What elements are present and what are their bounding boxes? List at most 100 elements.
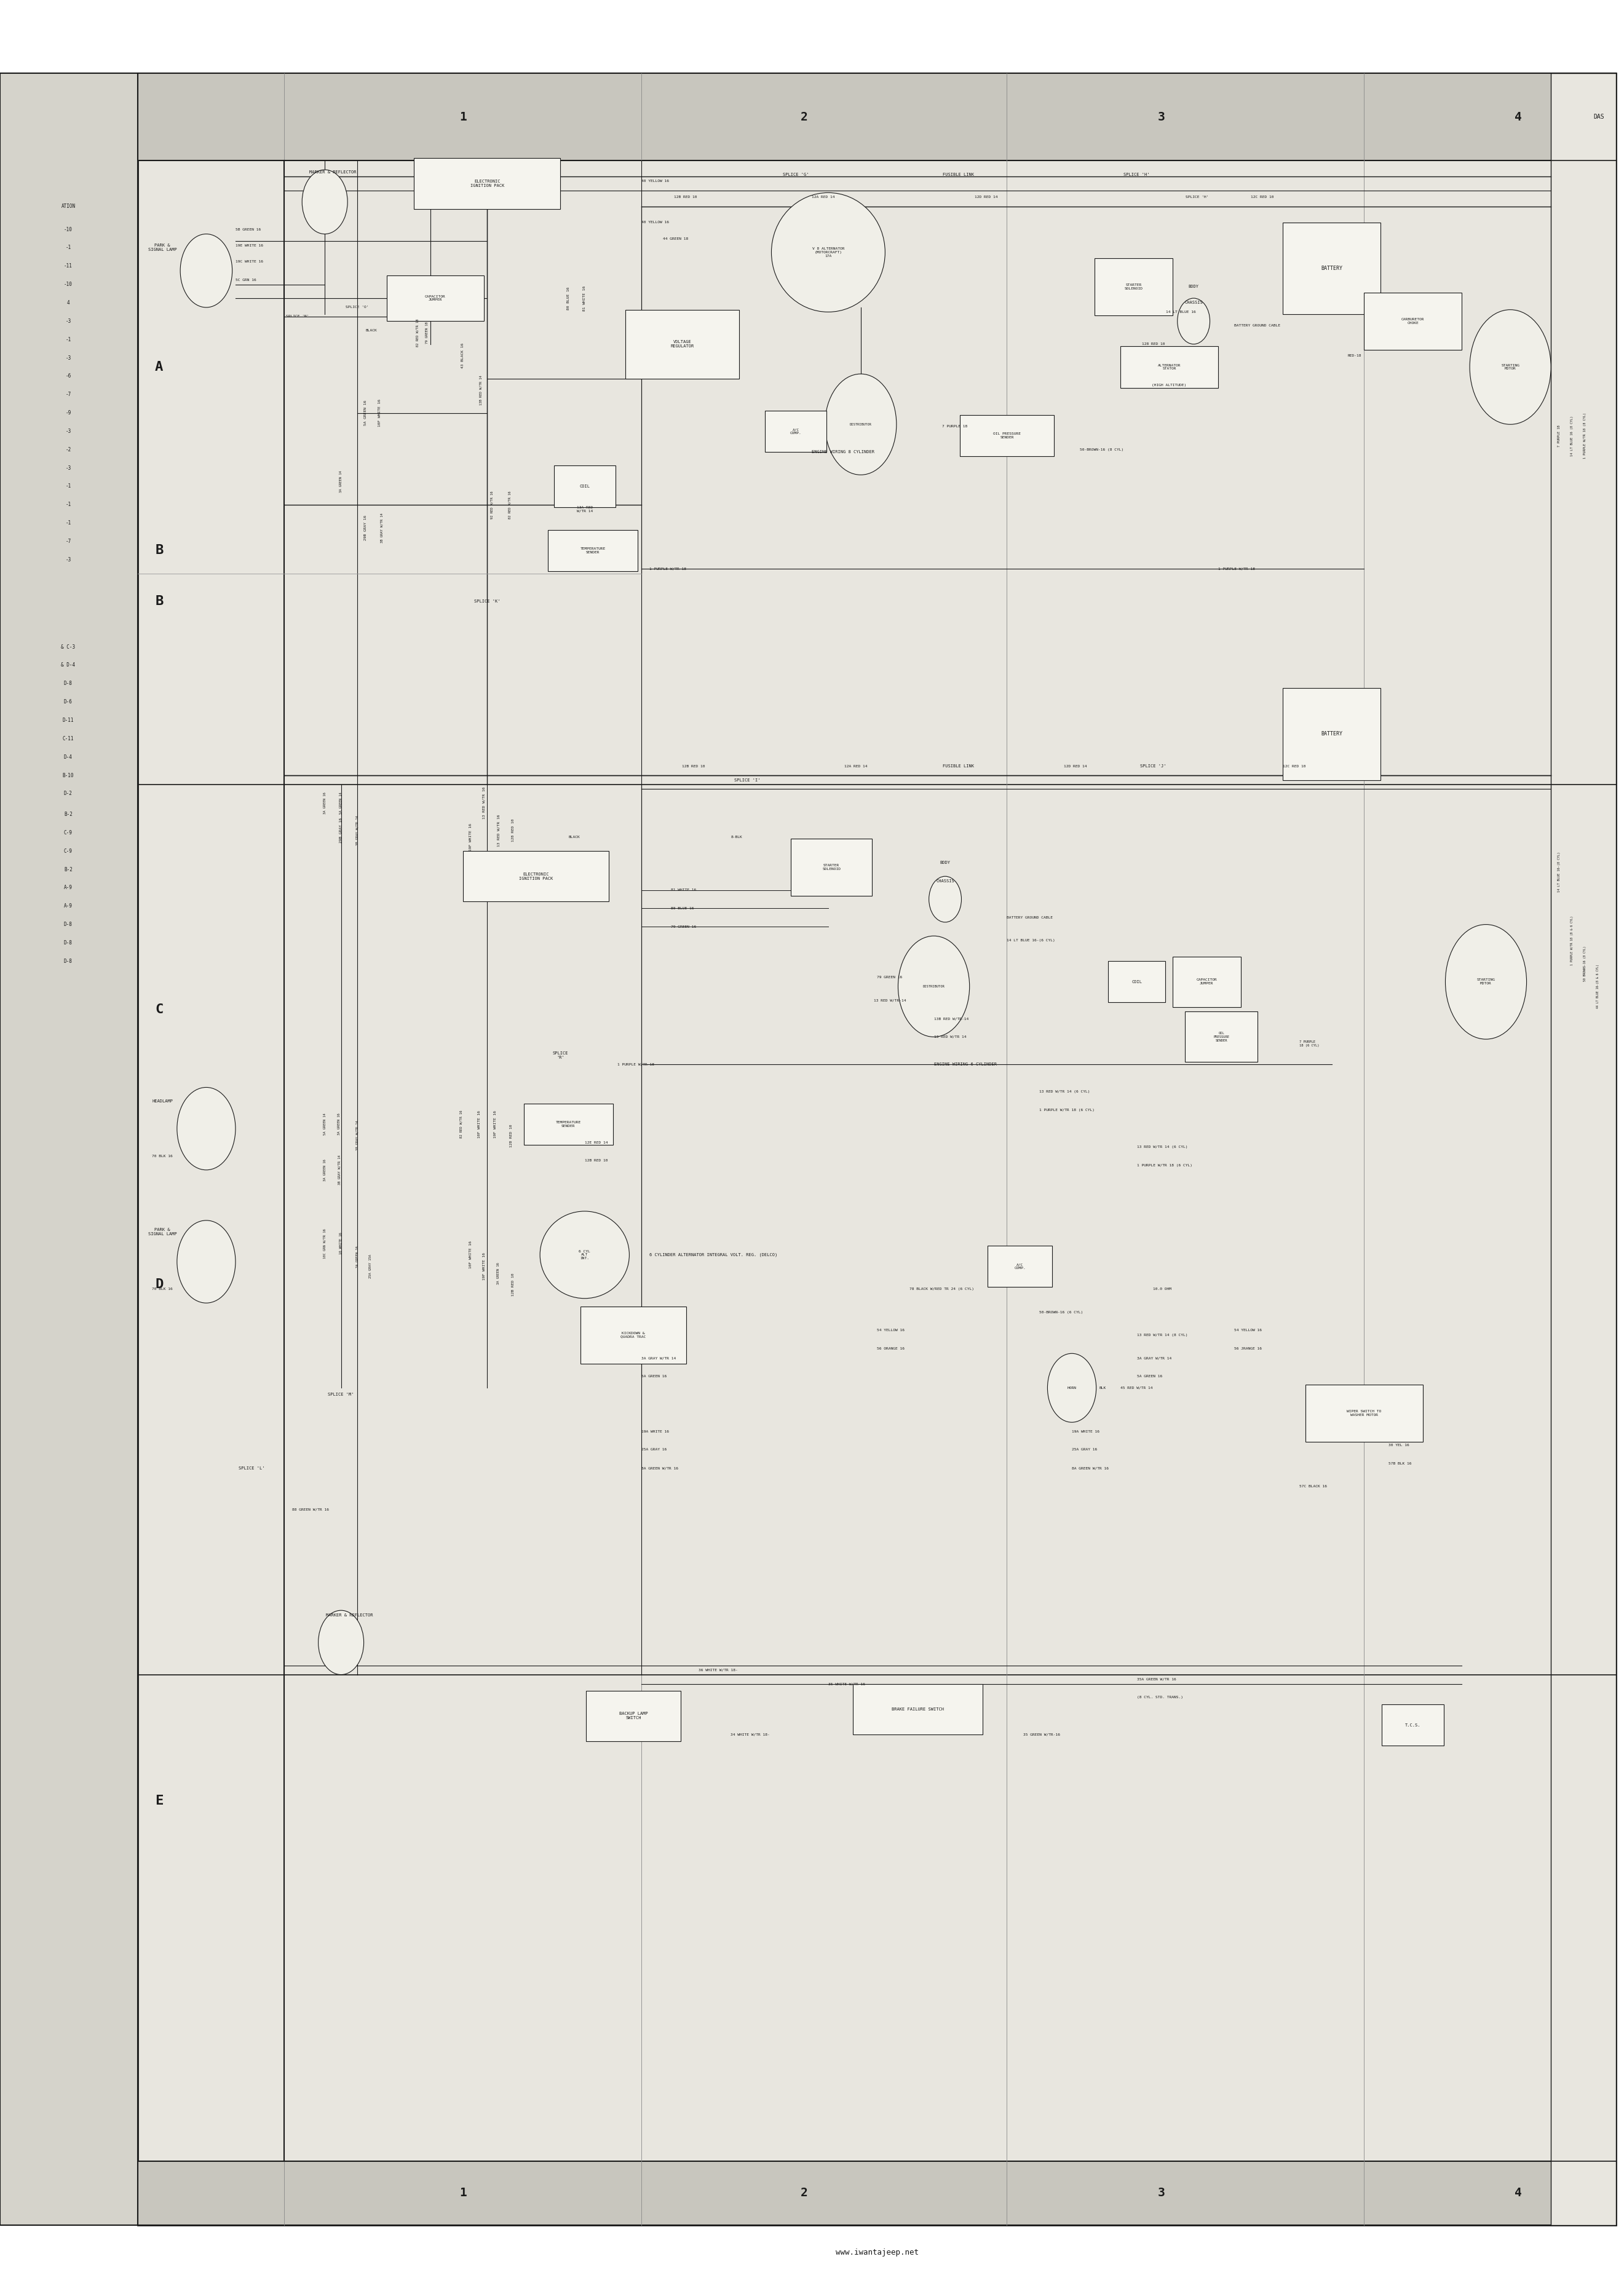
Circle shape — [929, 876, 961, 922]
Text: -1: -1 — [65, 245, 71, 250]
Bar — [1173, 957, 1241, 1007]
Text: 80 BLUE 16: 80 BLUE 16 — [567, 287, 570, 310]
Text: CHASSIS: CHASSIS — [1184, 301, 1203, 305]
Text: DISTRIBUTOR: DISTRIBUTOR — [922, 984, 945, 989]
Text: D-8: D-8 — [63, 941, 73, 945]
Text: 79 GREEN 16: 79 GREEN 16 — [671, 924, 697, 929]
Text: 5A GREEN 14: 5A GREEN 14 — [339, 791, 343, 814]
Text: 12B RED 10: 12B RED 10 — [512, 1273, 515, 1296]
Text: 25A GRAY 16: 25A GRAY 16 — [641, 1448, 667, 1452]
Text: 34 WHITE W/TR 18-: 34 WHITE W/TR 18- — [731, 1732, 770, 1737]
Text: C-9: C-9 — [63, 830, 73, 835]
Text: 12A RED 14: 12A RED 14 — [812, 195, 835, 200]
Bar — [414, 158, 560, 209]
Bar — [1121, 346, 1218, 388]
Bar — [960, 415, 1054, 457]
Text: 57B BLK 16: 57B BLK 16 — [1389, 1461, 1411, 1466]
Text: OIL PRESSURE
SENDER: OIL PRESSURE SENDER — [992, 434, 1021, 438]
Text: 14 LT BLUE 16: 14 LT BLUE 16 — [1166, 310, 1195, 314]
Text: 12C RED 10: 12C RED 10 — [1250, 195, 1273, 200]
Circle shape — [1047, 1353, 1096, 1422]
Text: -1: -1 — [65, 521, 71, 525]
Text: E: E — [154, 1794, 164, 1808]
Text: 54 YELLOW 16: 54 YELLOW 16 — [1234, 1328, 1262, 1333]
Text: 3A GREEN 14: 3A GREEN 14 — [339, 470, 343, 493]
Text: SPLICE 'H': SPLICE 'H' — [1124, 172, 1150, 177]
Text: 78 BLACK W/RED TR 24 (6 CYL): 78 BLACK W/RED TR 24 (6 CYL) — [909, 1287, 974, 1292]
Text: -3: -3 — [65, 557, 71, 562]
Text: 5C GRN 16: 5C GRN 16 — [235, 278, 257, 282]
Text: 2: 2 — [801, 110, 807, 124]
Text: 5B GREEN 16: 5B GREEN 16 — [235, 227, 261, 232]
Text: ENGINE WIRING 6 CYLINDER: ENGINE WIRING 6 CYLINDER — [934, 1062, 997, 1067]
Text: 3A GREEN 16: 3A GREEN 16 — [338, 1113, 341, 1136]
Text: TEMPERATURE
SENDER: TEMPERATURE SENDER — [555, 1122, 581, 1126]
Text: 3B GRAY W/TR 14: 3B GRAY W/TR 14 — [356, 814, 359, 846]
Bar — [765, 411, 827, 452]
Text: 40 YELLOW 16: 40 YELLOW 16 — [641, 220, 669, 225]
Text: 88 GREEN W/TR 16: 88 GREEN W/TR 16 — [292, 1507, 330, 1512]
Text: 45 RED W/TR 14: 45 RED W/TR 14 — [1121, 1386, 1153, 1390]
Bar — [463, 851, 609, 902]
Text: HEADLAMP: HEADLAMP — [153, 1099, 172, 1103]
Text: RED-18: RED-18 — [1348, 353, 1363, 358]
Text: 13 RED W/TR 14: 13 RED W/TR 14 — [934, 1035, 966, 1039]
Text: A-9: A-9 — [63, 885, 73, 890]
Text: 80 BLUE 16: 80 BLUE 16 — [671, 906, 693, 911]
Text: 3: 3 — [1158, 110, 1164, 124]
Text: 70 BLK 16: 70 BLK 16 — [153, 1287, 172, 1292]
Text: B-10: B-10 — [62, 773, 75, 778]
Text: A-9: A-9 — [63, 904, 73, 908]
Text: 8A GREEN W/TR 16: 8A GREEN W/TR 16 — [641, 1466, 679, 1470]
Text: 30 YEL 16: 30 YEL 16 — [1389, 1443, 1410, 1448]
Text: 13A RED
W/TR 14: 13A RED W/TR 14 — [577, 507, 593, 512]
Text: 6 CYLINDER ALTERNATOR INTEGRAL VOLT. REG. (DELCO): 6 CYLINDER ALTERNATOR INTEGRAL VOLT. REG… — [650, 1253, 778, 1257]
Bar — [1095, 257, 1173, 314]
Bar — [138, 2161, 1616, 2225]
Text: 14 LT BLUE 16 (8 CYL): 14 LT BLUE 16 (8 CYL) — [1570, 415, 1574, 457]
Bar — [387, 275, 484, 321]
Text: 56 ORANGE 16: 56 ORANGE 16 — [877, 1347, 905, 1351]
Text: SPLICE 'L': SPLICE 'L' — [239, 1466, 265, 1470]
Bar — [581, 1308, 687, 1363]
Text: 12B RED 10: 12B RED 10 — [682, 764, 705, 768]
Text: BODY: BODY — [1189, 284, 1199, 289]
Text: 19F WHITE 16: 19F WHITE 16 — [482, 1253, 486, 1280]
Text: 3A GRAY W/TR 14: 3A GRAY W/TR 14 — [1137, 1356, 1171, 1360]
Ellipse shape — [771, 193, 885, 312]
Text: 13B RED W/TR 14: 13B RED W/TR 14 — [479, 374, 482, 406]
Text: 3: 3 — [1158, 2186, 1164, 2200]
Text: 13 RED W/TR 16: 13 RED W/TR 16 — [497, 814, 500, 846]
Text: 10 WHITE 16: 10 WHITE 16 — [339, 1232, 343, 1255]
Text: & D-4: & D-4 — [62, 663, 75, 668]
Circle shape — [180, 234, 232, 307]
Text: 4: 4 — [1515, 2186, 1522, 2200]
Text: -7: -7 — [65, 539, 71, 544]
Text: 13 RED W/TR 14 (6 CYL): 13 RED W/TR 14 (6 CYL) — [1137, 1145, 1187, 1149]
Bar — [1382, 1704, 1444, 1746]
Text: 1 PURPLE W/TR 18 (8 & 6 CYL): 1 PURPLE W/TR 18 (8 & 6 CYL) — [1570, 915, 1574, 966]
Text: 5A GREEN 16: 5A GREEN 16 — [1137, 1374, 1163, 1379]
Text: -9: -9 — [65, 411, 71, 415]
Text: 5A GREEN 14: 5A GREEN 14 — [323, 1113, 326, 1136]
Text: 13B RED W/TR-14: 13B RED W/TR-14 — [934, 1016, 968, 1021]
Text: -2: -2 — [65, 447, 71, 452]
Text: CARBURETOR
CHOKE: CARBURETOR CHOKE — [1402, 319, 1424, 323]
Circle shape — [898, 936, 970, 1037]
Text: SPLICE 'G': SPLICE 'G' — [783, 172, 809, 177]
Text: 10.0 OHM: 10.0 OHM — [1153, 1287, 1171, 1292]
Text: 19E WHITE 16: 19E WHITE 16 — [235, 243, 263, 248]
Text: 3A GREEN 16: 3A GREEN 16 — [497, 1262, 500, 1285]
Text: C: C — [154, 1002, 164, 1016]
Bar — [547, 530, 637, 571]
Text: 43 BLACK 16: 43 BLACK 16 — [461, 342, 464, 369]
Text: -3: -3 — [65, 429, 71, 434]
Text: B: B — [154, 594, 164, 608]
Text: 82 RED W/TR 18: 82 RED W/TR 18 — [416, 319, 419, 346]
Text: FUSIBLE LINK: FUSIBLE LINK — [942, 764, 974, 768]
Text: A: A — [154, 360, 164, 374]
Text: D-8: D-8 — [63, 959, 73, 963]
Text: 8-BLK: 8-BLK — [731, 835, 742, 840]
Circle shape — [1470, 310, 1551, 424]
Text: -1: -1 — [65, 484, 71, 489]
